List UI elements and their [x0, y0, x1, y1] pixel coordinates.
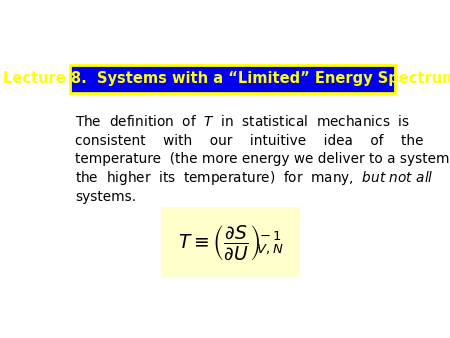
FancyBboxPatch shape — [161, 207, 301, 277]
Text: consistent    with    our    intuitive    idea    of    the: consistent with our intuitive idea of th… — [76, 134, 424, 148]
Text: $\mathit{T} \equiv \left(\dfrac{\partial S}{\partial U}\right)^{\!\!-1}_{\!\!\ma: $\mathit{T} \equiv \left(\dfrac{\partial… — [178, 223, 284, 262]
FancyBboxPatch shape — [70, 65, 395, 93]
Text: systems.: systems. — [76, 190, 136, 204]
Text: temperature  (the more energy we deliver to a system,: temperature (the more energy we deliver … — [76, 152, 450, 166]
Text: Lecture 8.  Systems with a “Limited” Energy Spectrum: Lecture 8. Systems with a “Limited” Ener… — [4, 71, 450, 86]
Text: the  higher  its  temperature)  for  many,  $\mathbf{\it{but\ not\ all}}$: the higher its temperature) for many, $\… — [76, 169, 434, 187]
Text: The  definition  of  $\mathit{T}$  in  statistical  mechanics  is: The definition of $\mathit{T}$ in statis… — [76, 114, 410, 129]
